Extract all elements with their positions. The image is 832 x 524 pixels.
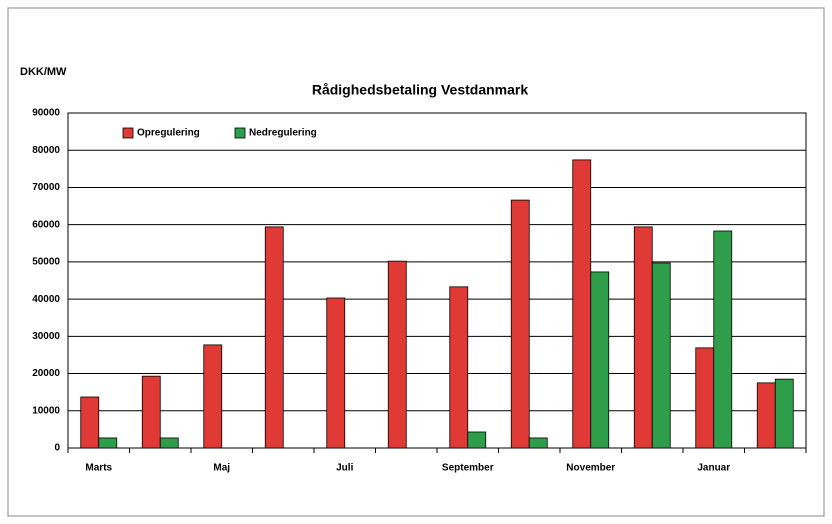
y-tick-label: 20000: [32, 368, 60, 379]
bar: [774, 378, 794, 449]
bar: [713, 230, 733, 449]
bar: [80, 396, 100, 449]
x-tick-label: September: [442, 463, 494, 474]
legend-label: Nedregulering: [249, 128, 317, 139]
y-tick-label: 30000: [32, 331, 60, 342]
bar: [572, 159, 592, 449]
bar: [528, 437, 548, 449]
bar: [159, 437, 179, 449]
y-tick-label: 60000: [32, 219, 60, 230]
bar: [264, 226, 284, 449]
y-tick-label: 70000: [32, 182, 60, 193]
bar: [449, 286, 469, 449]
x-tick-label: Marts: [85, 463, 112, 474]
x-tick-label: Januar: [697, 463, 730, 474]
y-tick-label: 50000: [32, 257, 60, 268]
bar: [326, 297, 346, 449]
y-tick-label: 80000: [32, 145, 60, 156]
bar: [695, 347, 715, 449]
bar: [203, 344, 223, 449]
x-tick-label: Juli: [336, 463, 353, 474]
bar: [590, 271, 610, 449]
legend-label: Opregulering: [137, 128, 200, 139]
x-tick-label: Maj: [213, 463, 230, 474]
bar: [141, 375, 161, 449]
legend-swatch: [122, 127, 134, 139]
bar: [651, 262, 671, 449]
bar: [467, 431, 487, 449]
y-tick-label: 0: [54, 443, 60, 454]
y-tick-label: 90000: [32, 108, 60, 119]
bar: [98, 437, 118, 449]
bar: [633, 226, 653, 449]
plot-area: [67, 112, 807, 449]
bar: [387, 260, 407, 449]
legend-swatch: [234, 127, 246, 139]
y-axis-label: DKK/MW: [20, 66, 67, 78]
y-tick-label: 10000: [32, 405, 60, 416]
y-tick-label: 40000: [32, 294, 60, 305]
bar: [510, 199, 530, 449]
bar: [756, 382, 776, 449]
x-tick-label: November: [566, 463, 615, 474]
chart-title: Rådighedsbetaling Vestdanmark: [312, 82, 528, 98]
